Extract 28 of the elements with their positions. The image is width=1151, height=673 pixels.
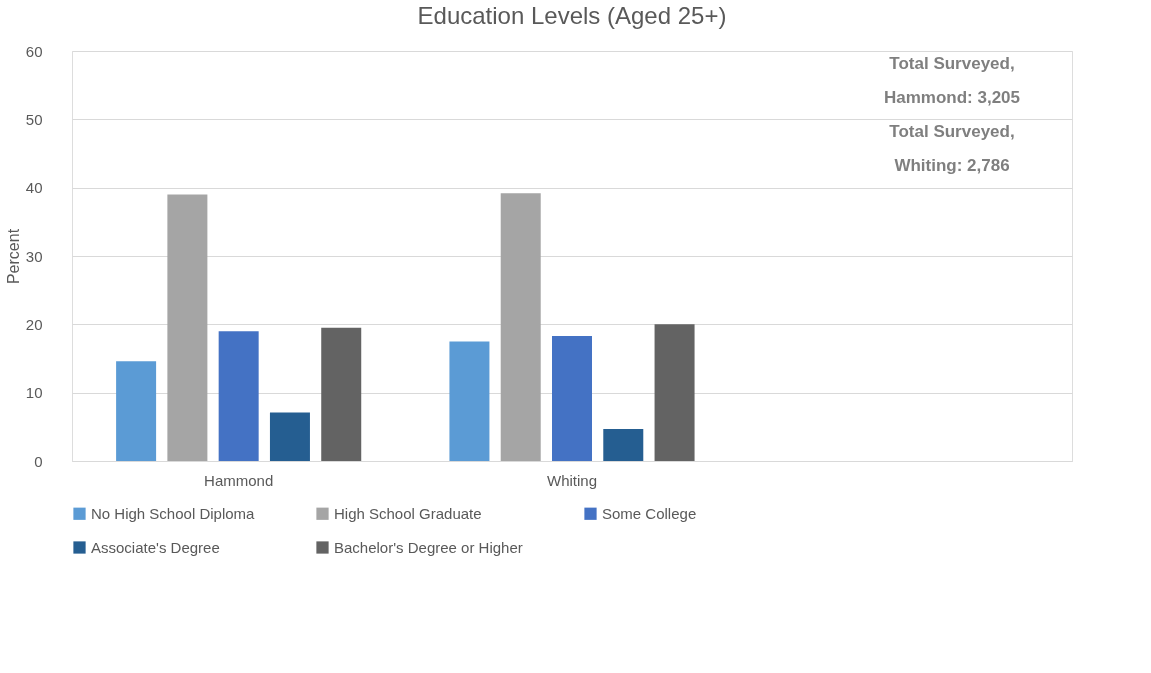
y-tick-label: 30	[25, 247, 43, 265]
legend-label: Some College	[602, 504, 697, 522]
y-tick-label: 10	[25, 384, 43, 402]
chart-title: Education Levels (Aged 25+)	[417, 2, 727, 29]
y-tick-label: 50	[25, 110, 43, 128]
legend-label: Associate's Degree	[91, 538, 220, 556]
bar	[500, 193, 541, 461]
legend-label: Bachelor's Degree or Higher	[334, 538, 523, 556]
bar	[654, 324, 695, 461]
y-axis-title: Percent	[4, 228, 22, 285]
bar	[218, 331, 259, 461]
y-tick-label: 60	[25, 42, 43, 60]
y-tick-label: 0	[34, 452, 43, 470]
x-tick-label: Hammond	[204, 471, 274, 489]
y-tick-label: 20	[25, 315, 43, 333]
bar	[116, 361, 157, 461]
x-tick-label: Whiting	[546, 471, 598, 489]
bar	[167, 194, 208, 461]
annotation: Total Surveyed, Hammond: 3,205	[883, 54, 1021, 107]
y-tick-label: 40	[25, 179, 43, 197]
bar	[603, 428, 644, 461]
bar	[321, 327, 362, 461]
bar	[552, 335, 592, 461]
legend-label: No High School Diploma	[91, 504, 256, 522]
legend-label: High School Graduate	[334, 504, 482, 522]
annotation: Total Surveyed, Whiting: 2,786	[889, 122, 1015, 175]
bar	[449, 341, 490, 461]
bar	[269, 412, 310, 461]
